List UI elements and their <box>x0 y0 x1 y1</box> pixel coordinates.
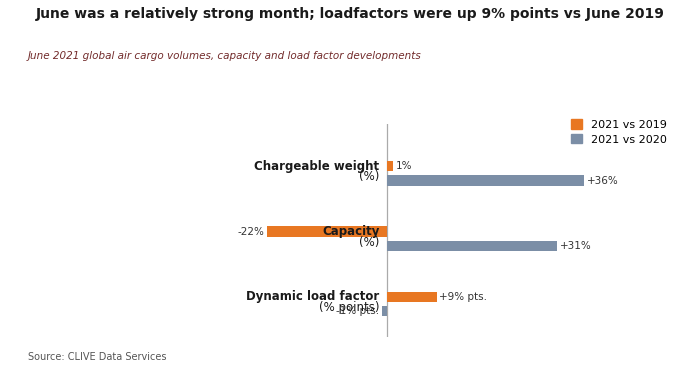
Text: -1% pts.: -1% pts. <box>336 306 379 316</box>
Text: -22%: -22% <box>237 227 265 236</box>
Text: Chargeable weight: Chargeable weight <box>254 160 379 173</box>
Text: June was a relatively strong month; loadfactors were up 9% points vs June 2019: June was a relatively strong month; load… <box>36 7 664 21</box>
Text: +31%: +31% <box>560 241 592 251</box>
Bar <box>388 161 393 171</box>
Bar <box>388 292 437 302</box>
Text: +36%: +36% <box>587 176 619 186</box>
Text: (%): (%) <box>359 170 379 183</box>
Bar <box>388 175 584 186</box>
Text: 1%: 1% <box>395 161 412 171</box>
Legend: 2021 vs 2019, 2021 vs 2020: 2021 vs 2019, 2021 vs 2020 <box>570 119 666 145</box>
Text: (%): (%) <box>359 235 379 249</box>
Text: Dynamic load factor: Dynamic load factor <box>246 290 379 303</box>
Bar <box>267 226 388 237</box>
Text: Capacity: Capacity <box>322 225 379 238</box>
Bar <box>388 241 557 251</box>
Text: +9% pts.: +9% pts. <box>440 292 487 302</box>
Text: Source: CLIVE Data Services: Source: CLIVE Data Services <box>28 352 167 362</box>
Text: (% points): (% points) <box>318 301 379 314</box>
Text: June 2021 global air cargo volumes, capacity and load factor developments: June 2021 global air cargo volumes, capa… <box>28 51 421 61</box>
Bar <box>382 306 388 317</box>
